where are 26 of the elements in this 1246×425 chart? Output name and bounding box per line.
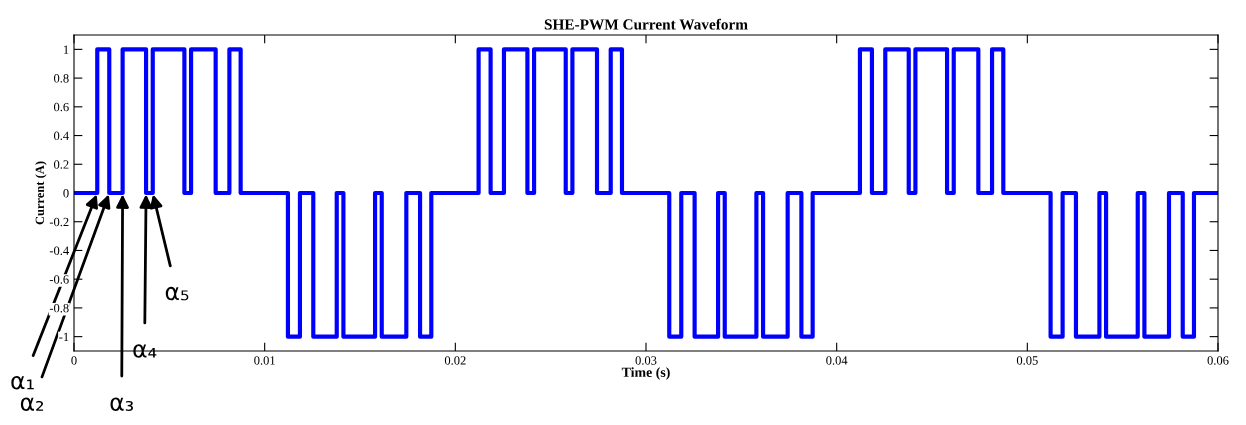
annotation: α₃: [110, 397, 133, 411]
x-tick-label: 0.06: [1207, 356, 1229, 365]
x-tick-label: 0.05: [1016, 356, 1038, 365]
x-tick-label: 0.01: [254, 356, 275, 365]
y-tick-label: 0: [63, 189, 69, 198]
y-tick-label: -0.4: [49, 246, 69, 255]
annotation: α₄: [133, 344, 157, 358]
y-tick-label: -1: [59, 332, 69, 341]
y-tick-label: 1: [63, 45, 69, 54]
annotation: α₁: [11, 375, 34, 390]
x-tick-label: 0.04: [826, 356, 848, 365]
y-tick-label: -0.2: [49, 217, 69, 227]
y-axis-title: Current (A): [35, 161, 47, 225]
annotation: α₅: [165, 286, 189, 301]
x-tick-label: 0: [71, 356, 77, 365]
x-tick-label: 0.03: [635, 356, 657, 365]
y-tick-label: -0.6: [49, 275, 69, 284]
x-axis-title: Time (s): [621, 367, 670, 380]
annotation: α₂: [20, 397, 44, 411]
y-tick-label: 0.6: [53, 102, 69, 112]
y-tick-label: 0.2: [53, 160, 69, 169]
y-tick-label: 0.4: [53, 131, 69, 141]
y-tick-label: 0.8: [53, 74, 69, 83]
x-tick-label: 0.02: [444, 356, 466, 365]
chart-title: SHE-PWM Current Waveform: [544, 18, 748, 30]
y-tick-label: -0.8: [49, 303, 69, 313]
